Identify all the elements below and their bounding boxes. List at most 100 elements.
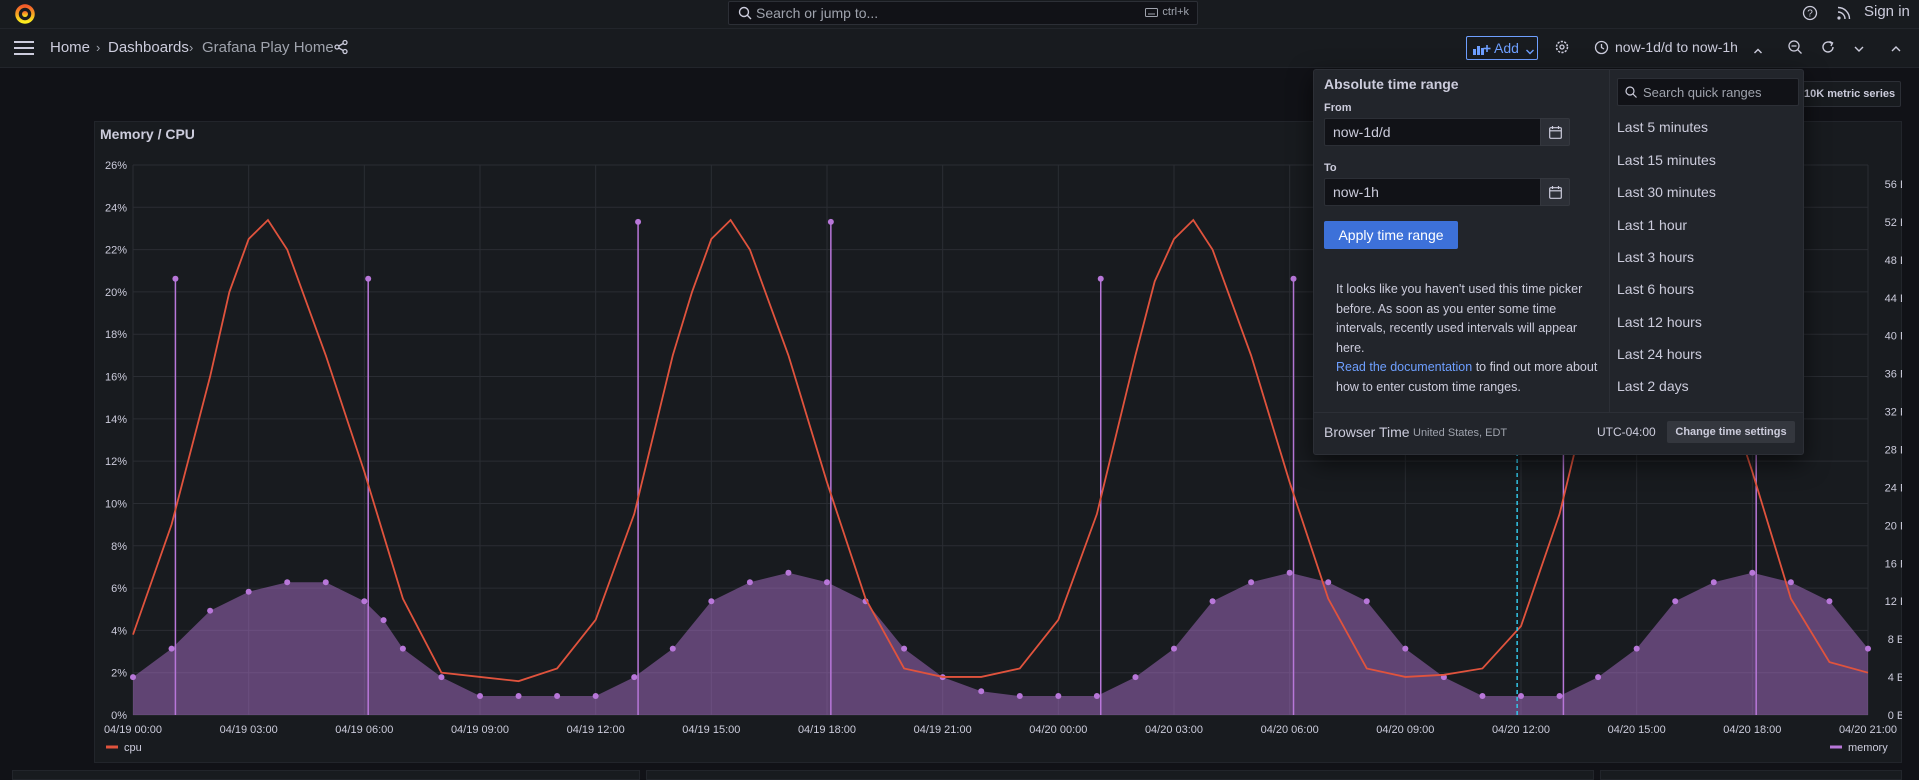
add-panel-icon	[1473, 42, 1491, 58]
settings-gear-icon[interactable]	[1554, 39, 1570, 58]
chevron-right-icon: ›	[96, 40, 101, 55]
y-left-tick-label: 8%	[111, 541, 127, 553]
memory-spike-point	[827, 218, 834, 225]
y-right-tick-label: 20 B	[1885, 520, 1902, 532]
search-placeholder: Search or jump to...	[756, 5, 879, 21]
memory-point	[785, 569, 792, 576]
memory-point	[1093, 693, 1100, 700]
menu-icon[interactable]	[14, 41, 34, 58]
time-picker-popover: Absolute time range From To Apply time r…	[1313, 69, 1804, 455]
memory-spike-point	[365, 275, 372, 282]
quick-range-item[interactable]: Last 12 hours	[1617, 314, 1702, 330]
memory-point	[1749, 569, 1756, 576]
memory-point	[554, 693, 561, 700]
memory-point	[1325, 579, 1332, 586]
from-calendar-button[interactable]	[1540, 118, 1570, 146]
chevron-up-icon[interactable]	[1890, 41, 1902, 57]
quick-range-item[interactable]: Last 1 hour	[1617, 217, 1688, 233]
y-right-tick-label: 44 B	[1885, 293, 1902, 305]
help-icon[interactable]: ?	[1802, 5, 1818, 24]
breadcrumb-home[interactable]: Home	[50, 39, 91, 56]
quick-range-item[interactable]: Last 2 days	[1617, 378, 1689, 394]
x-tick-label: 04/20 21:00	[1839, 724, 1897, 736]
help-text: It looks like you haven't used this time…	[1336, 282, 1583, 355]
quick-range-item[interactable]: Last 15 minutes	[1617, 152, 1716, 168]
bottom-panel-mid	[646, 770, 1594, 780]
sign-in-link[interactable]: Sign in	[1864, 3, 1910, 20]
y-right-tick-label: 16 B	[1885, 558, 1902, 570]
memory-point	[1556, 693, 1563, 700]
memory-point	[477, 693, 483, 700]
memory-point	[284, 579, 291, 586]
chevron-down-icon[interactable]	[1853, 41, 1865, 57]
memory-point	[1595, 674, 1602, 681]
x-tick-label: 04/20 09:00	[1376, 724, 1434, 736]
memory-point	[245, 588, 252, 595]
x-tick-label: 04/19 00:00	[104, 724, 162, 736]
memory-point	[1016, 693, 1023, 700]
time-picker-footer: Browser Time United States, EDT UTC-04:0…	[1314, 412, 1803, 455]
quick-range-search-input[interactable]: Search quick ranges	[1617, 78, 1799, 106]
quick-range-item[interactable]: Last 3 hours	[1617, 249, 1695, 265]
bottom-panel-left	[12, 770, 640, 780]
metric-series-badge[interactable]: 10K metric series	[1795, 81, 1901, 107]
quick-range-item[interactable]: Last 24 hours	[1617, 346, 1702, 362]
y-left-tick-label: 20%	[105, 287, 127, 299]
breadcrumb-dashboards[interactable]: Dashboards	[108, 39, 189, 56]
y-right-tick-label: 12 B	[1885, 596, 1902, 608]
quick-range-item[interactable]: Last 5 minutes	[1617, 119, 1709, 135]
breadcrumb-current: Grafana Play Home	[202, 39, 334, 56]
documentation-link[interactable]: Read the documentation	[1336, 360, 1473, 375]
time-range-label: now-1d/d to now-1h	[1615, 39, 1738, 55]
y-right-tick-label: 28 B	[1885, 444, 1902, 456]
x-tick-label: 04/20 00:00	[1029, 724, 1087, 736]
x-tick-label: 04/19 18:00	[798, 724, 856, 736]
rss-icon[interactable]	[1836, 5, 1852, 24]
change-time-settings-button[interactable]: Change time settings	[1667, 421, 1795, 443]
quick-range-placeholder: Search quick ranges	[1643, 85, 1762, 100]
to-calendar-button[interactable]	[1540, 178, 1570, 206]
x-tick-label: 04/19 03:00	[220, 724, 278, 736]
help-tail-text: to find out more about how to enter cust…	[1336, 360, 1598, 394]
memory-spike-point	[1290, 275, 1297, 282]
memory-point	[901, 645, 908, 652]
memory-spike-point	[172, 275, 179, 282]
y-right-tick-label: 0 B	[1888, 710, 1902, 722]
y-left-tick-label: 6%	[111, 583, 127, 595]
nav-bar: Home › Dashboards › Grafana Play Home	[0, 29, 1919, 68]
share-icon[interactable]	[333, 39, 349, 58]
add-button[interactable]: Add	[1466, 36, 1538, 60]
memory-point	[1672, 598, 1679, 605]
apply-time-range-button[interactable]: Apply time range	[1324, 221, 1458, 249]
x-tick-label: 04/20 18:00	[1723, 724, 1781, 736]
memory-point	[168, 645, 175, 652]
memory-spike-point	[635, 218, 642, 225]
from-input[interactable]	[1324, 118, 1541, 146]
y-left-tick-label: 4%	[111, 625, 127, 637]
search-input[interactable]: Search or jump to... ctrl+k	[728, 1, 1198, 25]
memory-spike-point	[1097, 275, 1104, 282]
x-tick-label: 04/19 21:00	[914, 724, 972, 736]
y-left-tick-label: 14%	[105, 414, 127, 426]
memory-point	[1865, 645, 1871, 652]
y-right-tick-label: 40 B	[1885, 331, 1902, 343]
quick-range-item[interactable]: Last 6 hours	[1617, 281, 1695, 297]
memory-point	[1209, 598, 1216, 605]
y-left-tick-label: 10%	[105, 498, 127, 510]
keyboard-icon	[1145, 7, 1159, 17]
legend-memory-label: memory	[1848, 742, 1888, 754]
chevron-down-icon	[1525, 43, 1535, 59]
refresh-icon[interactable]	[1820, 39, 1836, 58]
panel-title: Memory / CPU	[100, 126, 195, 142]
browser-time-label: Browser Time	[1324, 424, 1410, 440]
top-bar: Search or jump to... ctrl+k ? Sign in	[0, 0, 1919, 29]
to-label: To	[1324, 162, 1337, 174]
zoom-out-icon[interactable]	[1787, 39, 1803, 58]
y-left-tick-label: 18%	[105, 329, 127, 341]
quick-range-item[interactable]: Last 30 minutes	[1617, 184, 1716, 200]
grafana-logo-icon[interactable]	[14, 3, 36, 28]
to-input[interactable]	[1324, 178, 1541, 206]
memory-point	[1710, 579, 1717, 586]
from-label: From	[1324, 102, 1352, 114]
browser-location: United States, EDT	[1413, 427, 1508, 439]
